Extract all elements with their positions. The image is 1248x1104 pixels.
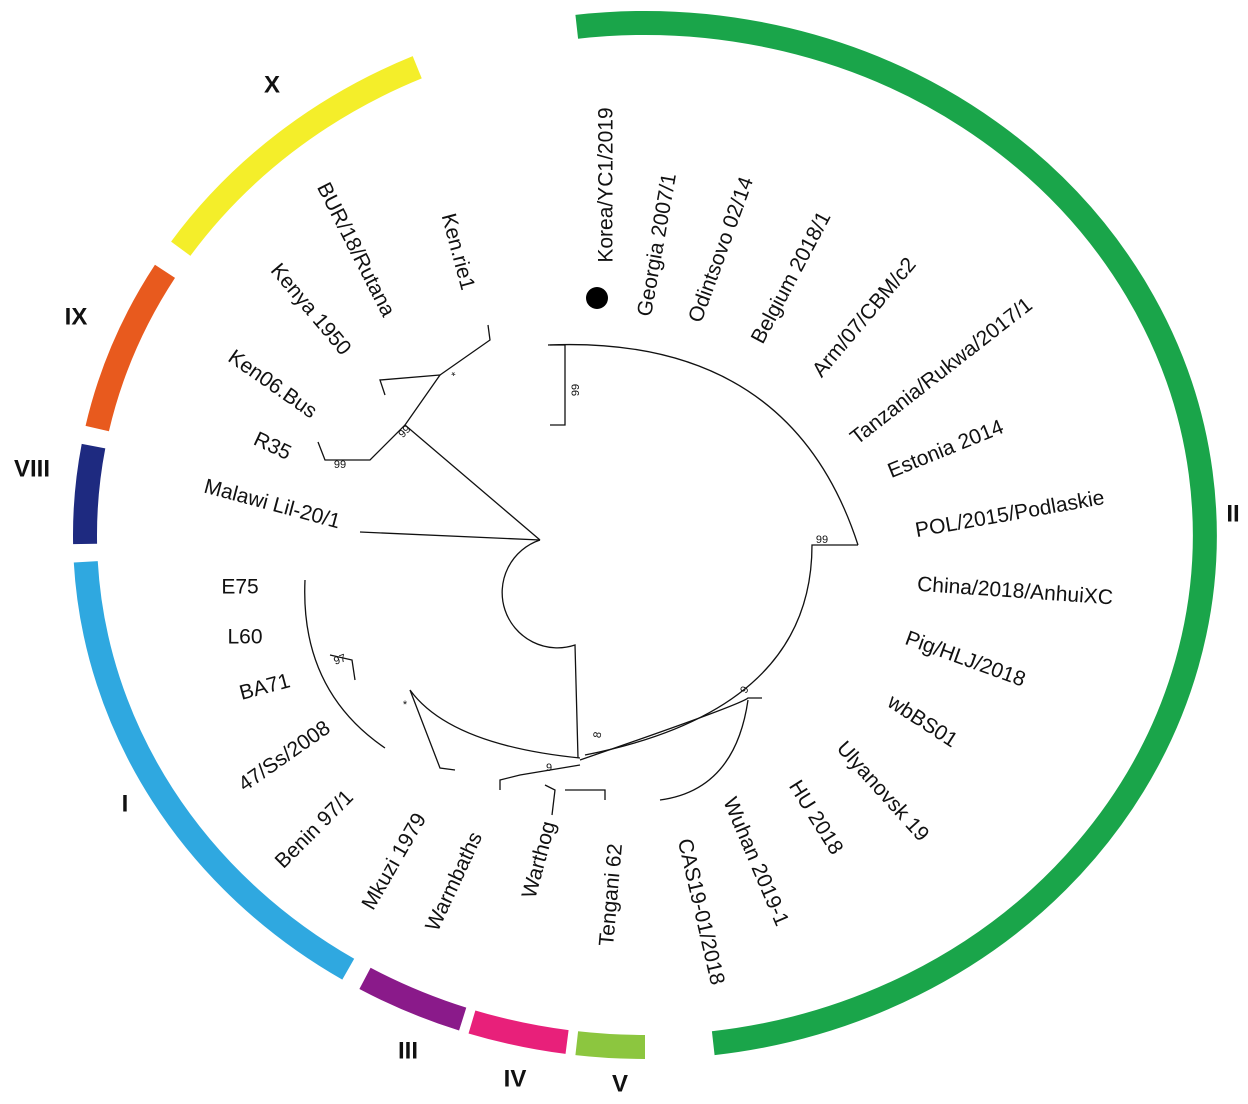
branch xyxy=(379,374,442,426)
support-value: 99 xyxy=(570,384,582,396)
taxon-label: Warmbaths xyxy=(421,828,487,934)
branch xyxy=(409,689,581,771)
taxon-label: CAS19-01/2018 xyxy=(673,836,729,987)
branch xyxy=(499,764,581,790)
genotype-arc xyxy=(73,443,106,545)
taxon-label: Ken.rie1 xyxy=(437,211,479,293)
branch xyxy=(501,539,579,759)
taxon-label: Estonia 2014 xyxy=(884,415,1007,482)
genotype-label: VIII xyxy=(14,455,50,482)
taxon-label: E75 xyxy=(221,576,258,599)
genotype-label: V xyxy=(612,1070,628,1097)
support-value: 8 xyxy=(591,731,604,739)
taxon-label: Ulyanovsk 19 xyxy=(832,737,933,846)
taxon-label: 47/Ss/2008 xyxy=(234,716,334,796)
branch xyxy=(304,579,386,749)
genotype-label: III xyxy=(398,1037,418,1064)
branch xyxy=(359,531,541,541)
taxon-label: Korea/YC1/2019 xyxy=(595,107,618,262)
branch xyxy=(547,343,859,546)
taxon-label: Mkuzi 1979 xyxy=(357,809,431,914)
genotype-label: IV xyxy=(504,1065,527,1092)
support-value: 97 xyxy=(332,652,348,667)
branch xyxy=(584,544,858,756)
taxon-label: wbBS01 xyxy=(883,690,962,752)
support-value: * xyxy=(449,369,461,381)
genotype-label: IX xyxy=(65,303,88,330)
branches xyxy=(304,324,859,816)
genotype-label: II xyxy=(1226,500,1239,527)
genotype-label: I xyxy=(122,790,129,817)
branch xyxy=(317,424,541,541)
taxon-label: Pig/HLJ/2018 xyxy=(902,627,1028,692)
support-value: 99 xyxy=(396,423,413,440)
taxon-label: Tengani 62 xyxy=(595,843,627,947)
branch xyxy=(329,654,356,681)
taxon-label: BA71 xyxy=(237,669,293,705)
taxon-label: Kenya 1950 xyxy=(266,259,356,360)
taxon-label: POL/2015/Podlaskie xyxy=(914,486,1107,542)
highlight-dot xyxy=(586,287,608,309)
taxon-label: R35 xyxy=(250,428,295,465)
taxon-label: China/2018/AnhuiXC xyxy=(916,573,1113,610)
taxon-label: Benin 97/1 xyxy=(271,786,358,873)
taxon-label: Arm/07/CBM/c2 xyxy=(808,253,921,381)
taxon-label: Belgium 2018/1 xyxy=(747,208,836,348)
genotype-arc xyxy=(171,56,422,256)
support-value: * xyxy=(403,699,408,711)
genotype-arc xyxy=(85,264,176,432)
taxon-label: Odintsovo 02/14 xyxy=(684,174,758,326)
genotype-arc xyxy=(468,1010,569,1054)
genotype-arc xyxy=(359,967,467,1031)
taxon-label: Warthog xyxy=(518,819,561,901)
taxon-label: L60 xyxy=(227,626,262,649)
branch xyxy=(565,789,606,800)
branch xyxy=(659,699,749,801)
branch xyxy=(550,344,566,426)
support-value: 9 xyxy=(738,684,751,695)
support-value: 99 xyxy=(334,459,346,471)
branch xyxy=(439,324,491,376)
genotype-label: X xyxy=(264,71,280,98)
branch xyxy=(579,697,762,761)
taxon-label: HU 2018 xyxy=(784,776,847,858)
taxon-label: BUR/18/Rutana xyxy=(312,179,399,321)
taxon-label: Ken06.Bus xyxy=(224,345,321,423)
support-value: 99 xyxy=(816,534,828,546)
taxon-label: Wuhan 2019-1 xyxy=(718,794,793,929)
taxon-label: Georgia 2007/1 xyxy=(633,172,681,319)
branch xyxy=(544,784,556,816)
support-value: 9 xyxy=(546,762,552,774)
genotype-arc xyxy=(575,1031,646,1059)
taxon-label: Malawi Lil-20/1 xyxy=(202,475,343,533)
genotype-arc xyxy=(73,561,355,980)
